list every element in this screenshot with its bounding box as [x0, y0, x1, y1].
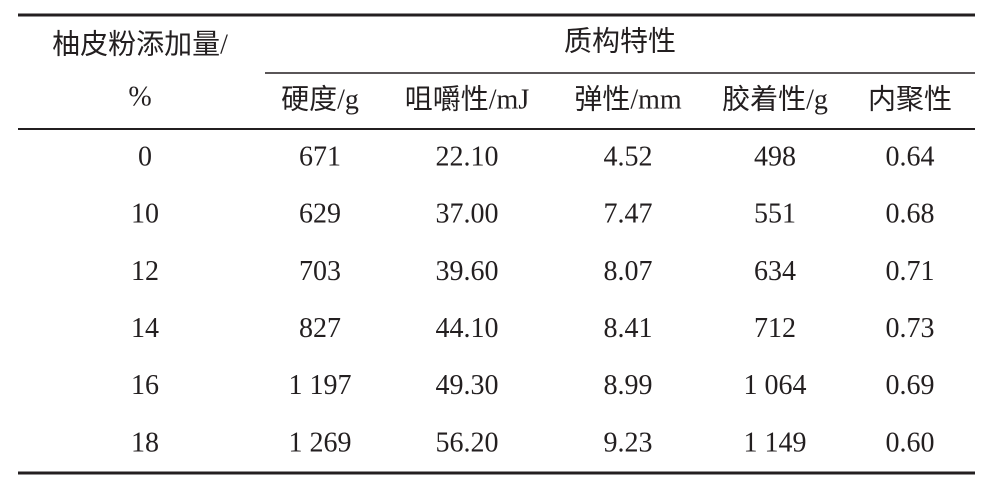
cell: 39.60 — [436, 256, 499, 287]
cell: 0.69 — [886, 370, 935, 401]
cell: 551 — [754, 199, 796, 230]
cell: 7.47 — [604, 199, 653, 230]
cell: 49.30 — [436, 370, 499, 401]
cell: 8.41 — [604, 313, 653, 344]
cell: 0.71 — [886, 256, 935, 287]
stub-header: 柚皮粉添加量/ — [52, 28, 228, 60]
cell: 0.73 — [886, 313, 935, 344]
cell: 18 — [131, 427, 159, 458]
cell: 629 — [299, 199, 341, 230]
cell: 4.52 — [604, 141, 653, 172]
cell: 498 — [754, 141, 796, 172]
column-header: 咀嚼性/mJ — [405, 83, 530, 115]
column-header: 硬度/g — [281, 83, 359, 115]
cell: 9.23 — [604, 427, 653, 458]
group-header: 质构特性 — [564, 25, 676, 57]
cell: 10 — [131, 199, 159, 230]
cell: 44.10 — [436, 313, 499, 344]
cell: 1 064 — [744, 370, 807, 401]
cell: 22.10 — [436, 141, 499, 172]
cell: 1 197 — [289, 370, 352, 401]
cell: 712 — [754, 313, 796, 344]
cell: 1 149 — [744, 427, 807, 458]
column-header: 胶着性/g — [722, 83, 828, 115]
cell: 703 — [299, 256, 341, 287]
cell: 16 — [131, 370, 159, 401]
stub-header: % — [128, 81, 151, 112]
cell: 0.60 — [886, 427, 935, 458]
cell: 8.99 — [604, 370, 653, 401]
column-header: 内聚性 — [868, 83, 952, 115]
cell: 1 269 — [289, 427, 352, 458]
cell: 0.64 — [886, 141, 935, 172]
cell: 56.20 — [436, 427, 499, 458]
cell: 671 — [299, 141, 341, 172]
cell: 14 — [131, 313, 159, 344]
cell: 0 — [138, 141, 152, 172]
column-header: 弹性/mm — [574, 83, 682, 115]
cell: 0.68 — [886, 199, 935, 230]
cell: 827 — [299, 313, 341, 344]
cell: 634 — [754, 256, 796, 287]
cell: 12 — [131, 256, 159, 287]
cell: 37.00 — [436, 199, 499, 230]
cell: 8.07 — [604, 256, 653, 287]
